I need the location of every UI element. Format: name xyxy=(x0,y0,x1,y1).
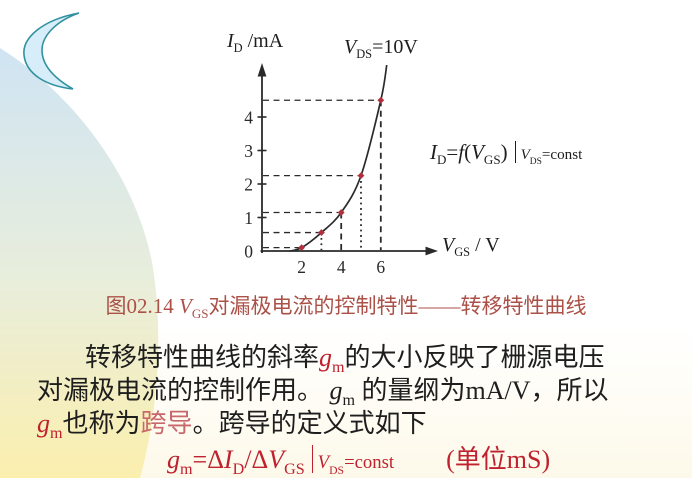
data-points xyxy=(298,96,385,252)
axes xyxy=(257,63,438,256)
svg-text:4: 4 xyxy=(244,108,253,128)
data-point xyxy=(298,244,305,252)
svg-text:6: 6 xyxy=(376,257,385,277)
tick-labels: 0 1 2 3 4 2 4 6 xyxy=(244,108,385,278)
transfer-function-formula: ID=f(VGS) VDS=const xyxy=(430,140,583,168)
svg-text:1: 1 xyxy=(244,208,253,228)
svg-text:4: 4 xyxy=(337,257,346,277)
side-wave-shape xyxy=(0,48,159,478)
figure-caption: 图02.14 VGS对漏极电流的控制特性——转移特性曲线 xyxy=(105,294,587,322)
body-paragraph: 转移特性曲线的斜率gm的大小反映了栅源电压 对漏极电流的控制作用。 gm 的量纲… xyxy=(37,341,680,443)
svg-text:2: 2 xyxy=(297,257,306,277)
paragraph-line-2: 对漏极电流的控制作用。 gm 的量纲为mA/V，所以 xyxy=(37,376,609,410)
svg-text:3: 3 xyxy=(244,141,253,161)
data-point xyxy=(357,172,365,180)
x-axis-label: VGS / V xyxy=(442,234,500,259)
data-point xyxy=(377,96,385,104)
data-point xyxy=(318,229,325,236)
y-axis-label: ID /mA xyxy=(227,30,284,55)
data-point xyxy=(337,209,345,216)
vds-condition-annotation: VDS=10V xyxy=(344,36,418,61)
guide-lines xyxy=(263,99,382,250)
paragraph-line-1: 转移特性曲线的斜率gm的大小反映了栅源电压 xyxy=(85,343,605,377)
paragraph-line-3: gm也称为跨导。跨导的定义式如下 xyxy=(37,409,427,443)
crescent-moon-icon xyxy=(23,12,80,90)
svg-text:0: 0 xyxy=(244,242,253,262)
svg-text:2: 2 xyxy=(244,175,253,195)
transfer-curve xyxy=(289,64,388,252)
transfer-characteristic-chart: 0 1 2 3 4 2 4 6 xyxy=(244,63,438,278)
gm-definition-formula: gm=ΔID/ΔVGS VDS=const (单位mS) xyxy=(167,445,551,478)
